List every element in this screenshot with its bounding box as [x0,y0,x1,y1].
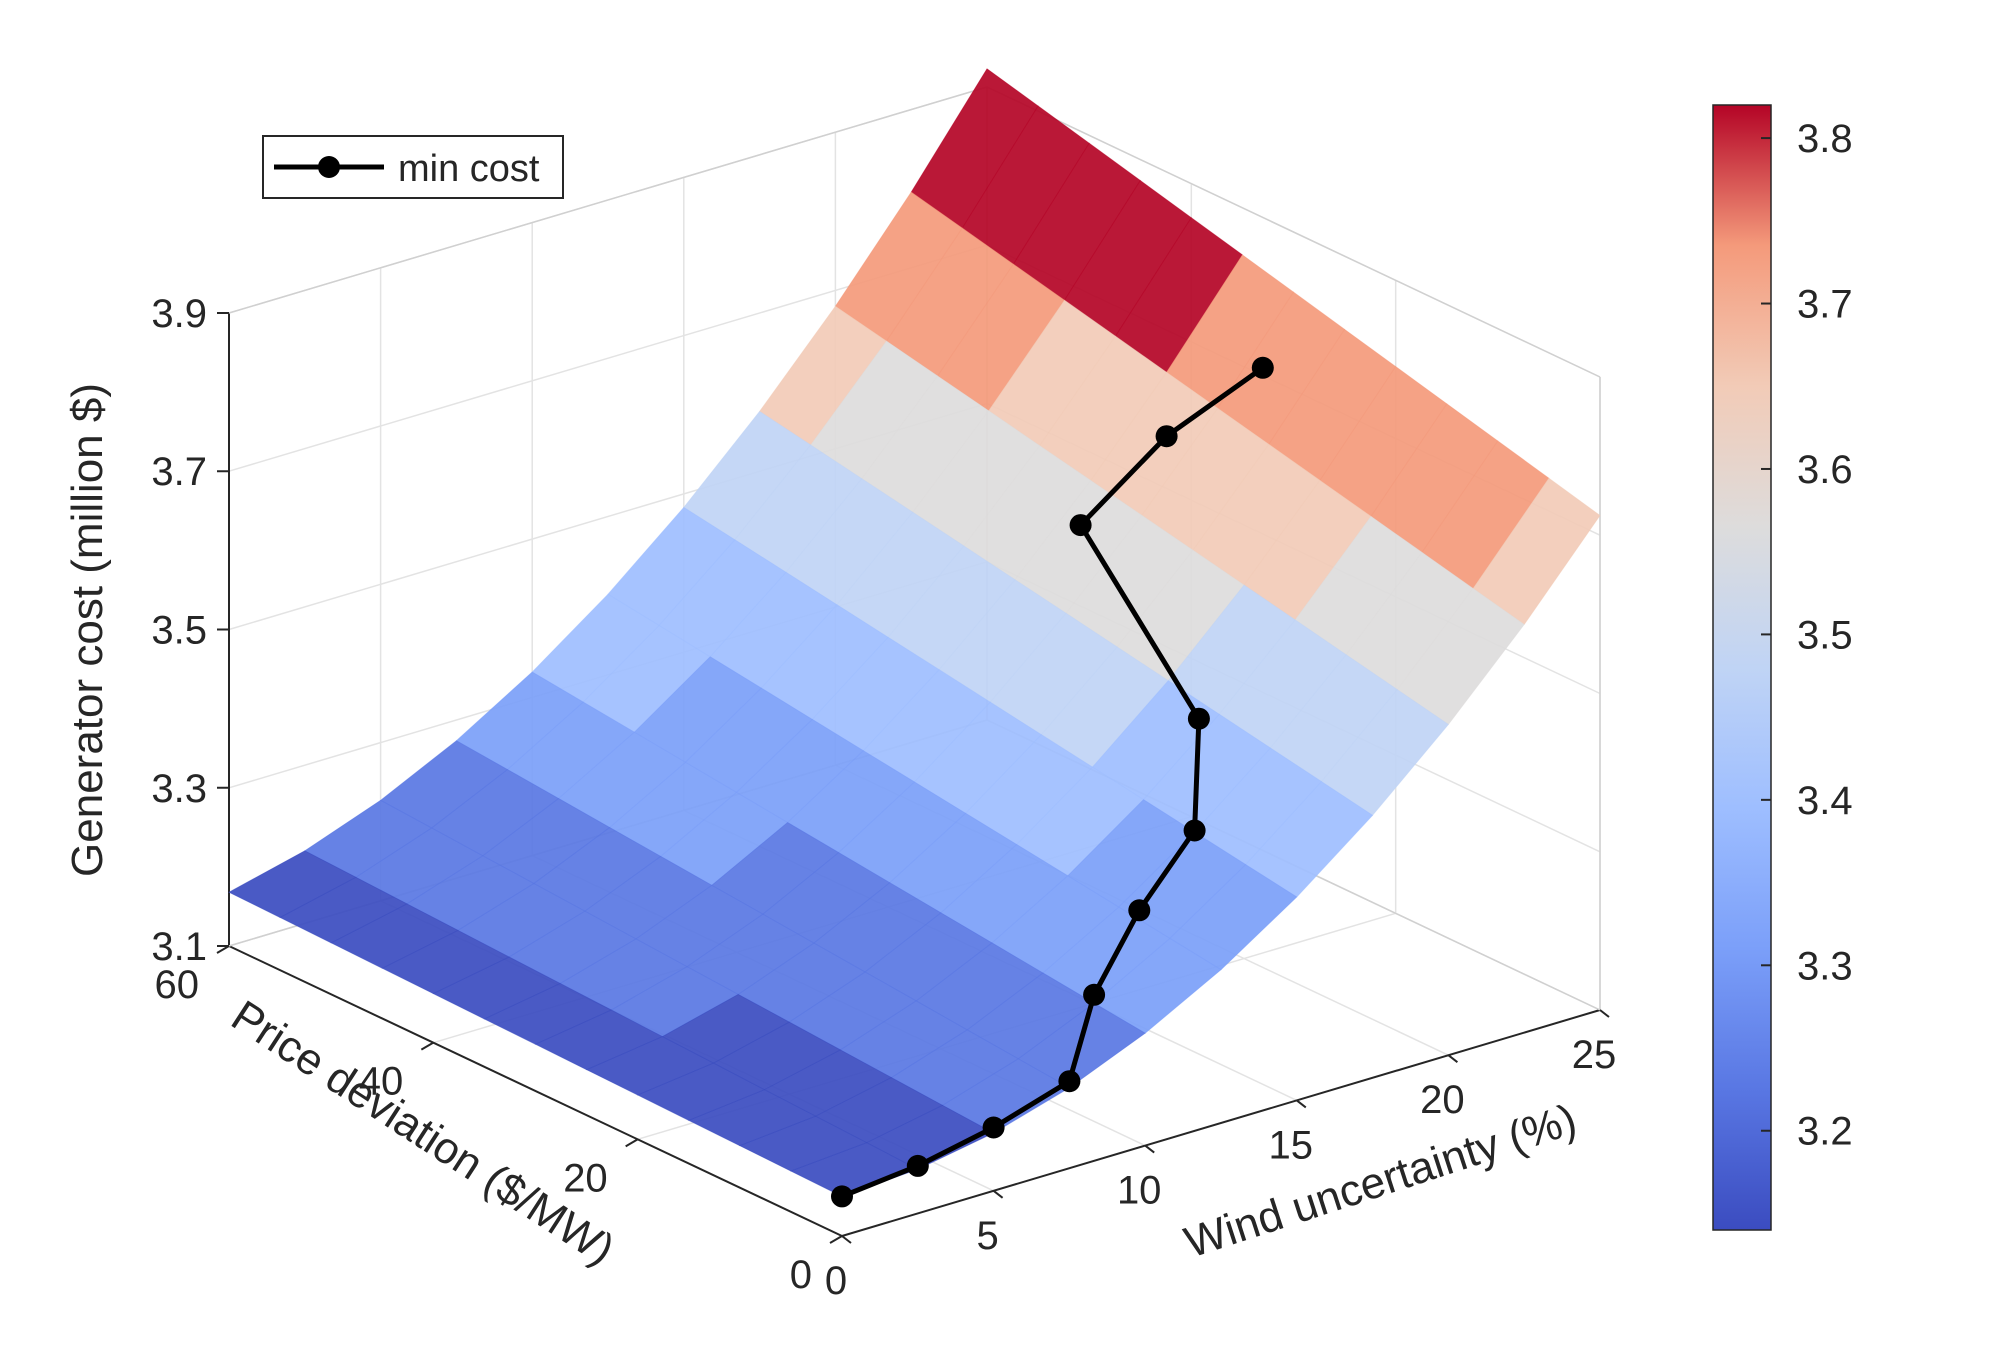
colorbar-tick-label: 3.5 [1797,613,1853,657]
z-tick-label: 3.9 [151,292,207,336]
y-tick-mark [420,1041,434,1051]
colorbar-tick-label: 3.2 [1797,1110,1853,1154]
colorbar-ticks: 3.2 3.3 3.4 3.5 3.6 3.7 3.8 [1761,117,1853,1154]
colorbar-tick-label: 3.7 [1797,283,1853,327]
x-axis-label: Wind uncertainty (%) [1179,1095,1583,1268]
min-cost-point [982,1116,1005,1139]
x-tick-mark [992,1190,1004,1199]
x-tick-label: 10 [1117,1169,1162,1213]
min-cost-point [906,1154,929,1177]
x-tick-mark [1296,1099,1307,1109]
x-tick-mark [1144,1144,1155,1154]
z-tick-label: 3.7 [151,450,207,494]
min-cost-point [1128,899,1151,922]
x-tick-label: 5 [976,1214,998,1258]
min-cost-point [1155,425,1178,448]
x-tick-mark [1599,1009,1610,1018]
x-tick-label: 25 [1572,1033,1617,1077]
x-tick-label: 15 [1269,1123,1314,1167]
y-tick-mark [625,1138,639,1148]
colorbar-tick-label: 3.6 [1797,448,1853,492]
y-tick-mark [216,945,230,954]
min-cost-point [831,1185,853,1208]
legend: min cost [262,135,564,199]
z-axis-label: Generator cost (million $) [63,383,112,877]
z-tick-label: 3.3 [151,767,207,811]
min-cost-series [831,356,1274,1208]
colorbar-tick-label: 3.3 [1797,944,1853,988]
y-tick-label: 20 [563,1156,608,1200]
y-tick-label: 40 [359,1060,404,1104]
min-cost-point [1069,514,1092,537]
legend-label: min cost [398,148,540,190]
x-tick-label: 0 [825,1259,847,1303]
colorbar-gradient [1712,104,1772,1231]
min-cost-point [1058,1070,1081,1093]
axis-line [841,1009,1601,1237]
legend-marker [318,156,340,178]
colorbar: 3.2 3.3 3.4 3.5 3.6 3.7 3.8 [1712,104,1853,1231]
y-tick-label: 60 [155,963,200,1007]
min-cost-point [1083,983,1106,1006]
min-cost-point [1183,819,1206,842]
x-tick-mark [1447,1054,1459,1063]
colorbar-tick-label: 3.4 [1797,779,1853,823]
z-tick-label: 3.5 [151,609,207,653]
x-tick-label: 20 [1420,1078,1465,1122]
surface [228,68,1601,1197]
min-cost-point [1187,707,1210,730]
box-edge [228,86,988,314]
axis-line [228,945,843,1237]
min-cost-point [1251,356,1274,379]
tick-labels: 0 5 10 15 20 25 0 20 40 603.1 3.3 3.5 3.7 3.9 [151,292,1616,1303]
y-tick-label: 0 [790,1253,812,1297]
colorbar-tick-label: 3.8 [1797,117,1853,161]
z-tick-label: 3.1 [151,925,207,969]
y-tick-mark [829,1235,843,1244]
x-tick-mark [841,1235,852,1244]
box-edge [986,86,1601,378]
